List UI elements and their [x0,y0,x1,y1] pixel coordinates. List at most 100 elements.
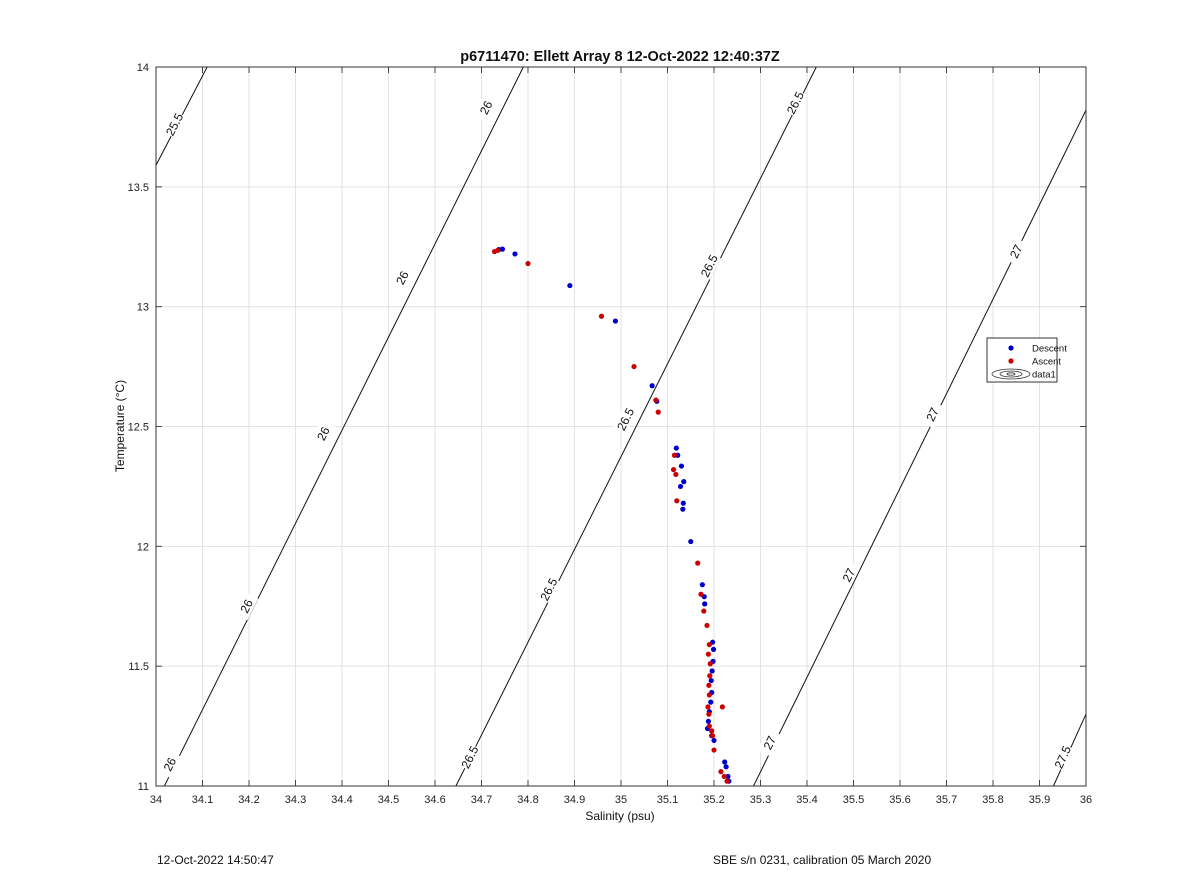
y-tick-label: 12 [137,541,149,553]
ascent-point [705,704,711,710]
legend-contour-icon-core [1006,372,1016,376]
x-tick-label: 34.5 [378,794,399,806]
ascent-point [673,471,679,478]
ascent-point [706,682,712,688]
contour-label: 27 [920,400,945,429]
ascent-point [710,733,716,739]
contour-label-text: 26 [477,98,496,116]
ascent-point [653,397,659,403]
contour-line-26 [163,67,524,786]
descent-point [680,500,686,506]
x-tick-label: 35.1 [657,794,678,806]
contour-line-26-5 [455,67,817,786]
ascent-point [598,313,605,319]
x-tick-label: 35.4 [796,794,817,806]
ascent-point [706,692,712,698]
descent-point [702,601,708,607]
contour-label-text: 26 [161,755,180,773]
descent-point [499,246,506,252]
ascent-point [704,622,710,629]
ascent-point [719,704,725,710]
contour-label: 26.5 [696,251,721,280]
contour-label-text: 26 [314,424,333,442]
legend-marker-descent [1008,345,1014,351]
y-tick-label: 11.5 [128,661,149,673]
x-tick-label: 35.2 [703,794,724,806]
x-tick-label: 34.7 [471,794,492,806]
axes: 34 34.1 34.2 34.3 34.4 34.5 34.6 34.7 34.8 34.9 35… [128,62,1093,806]
legend: Descent Ascent data1 [986,337,1067,383]
ascent-point [655,409,661,415]
descent-point [688,538,694,545]
x-tick-label: 35 [615,794,627,806]
descent-point [680,506,686,512]
contour-label: 26.5 [536,575,561,604]
contour-label: 26 [473,93,498,122]
descent-point [649,383,655,389]
footer-calibration: SBE s/n 0231, calibration 05 March 2020 [713,853,932,867]
contour-label-text: 26.5 [458,743,481,770]
ascent-point [674,498,680,504]
contour-label-text: 27 [840,566,859,584]
x-tick-label: 35.8 [982,794,1003,806]
contour-label: 26 [389,263,415,292]
ascent-point [671,452,678,458]
contour-label: 26.5 [613,404,637,434]
descent-point [678,463,685,469]
ascent-point [525,260,531,267]
contour-label: 26 [310,419,336,448]
y-axis-label: Temperature (°C) [113,380,127,472]
x-tick-label: 34.4 [331,794,352,806]
contour-label: 26 [157,750,182,779]
x-tick-label: 36 [1080,794,1092,806]
x-axis-label: Salinity (psu) [585,809,654,823]
ascent-point [706,641,712,648]
ascent-point [705,651,712,657]
legend-contour-icon [991,368,1031,380]
ascent-point [706,711,712,717]
contour-label-text: 26.5 [698,252,721,279]
ascent-point [721,773,727,780]
contour-label-text: 26 [237,597,256,615]
x-tick-label: 35.9 [1029,794,1050,806]
contour-label: 27 [836,560,861,589]
descent-point [673,445,679,451]
ascent-point [495,247,501,253]
ascent-point [706,723,712,729]
ascent-point [718,769,724,775]
x-tick-label: 35.7 [936,794,957,806]
ascent-point [709,728,715,734]
contour-label-text: 27 [923,405,942,423]
ascent-point [631,363,637,370]
ascent-point [695,560,701,566]
x-tick-label: 34.3 [285,794,306,806]
descent-point [681,479,687,485]
contour-label: 26 [234,591,259,621]
x-tick-label: 35.6 [889,794,910,806]
legend-label: data1 [1032,370,1056,381]
footer-timestamp: 12-Oct-2022 14:50:47 [157,853,274,867]
descent-point [612,318,619,324]
plot-frame [155,66,1087,787]
descent-point [722,759,728,765]
legend-contour-icon-inner [999,370,1023,378]
descent-point [709,668,715,674]
data-points [491,246,732,784]
contour-label-text: 26.5 [537,576,560,603]
contour-label-text: 27 [1007,242,1026,260]
contour-label: 26.5 [457,742,482,772]
x-tick-label: 34.1 [192,794,213,806]
descent-point [699,582,705,588]
x-tick-label: 34 [150,794,162,806]
x-tick-label: 34.8 [517,794,538,806]
contour-label: 27 [1003,237,1028,266]
y-tick-label: 14 [137,62,149,74]
descent-point [710,646,717,652]
x-tick-label: 34.6 [424,794,445,806]
contour-line-27 [753,109,1086,786]
ascent-point [724,778,730,784]
contour-label: 27 [757,728,782,757]
legend-label: Ascent [1032,357,1061,368]
x-tick-label: 34.2 [238,794,259,806]
